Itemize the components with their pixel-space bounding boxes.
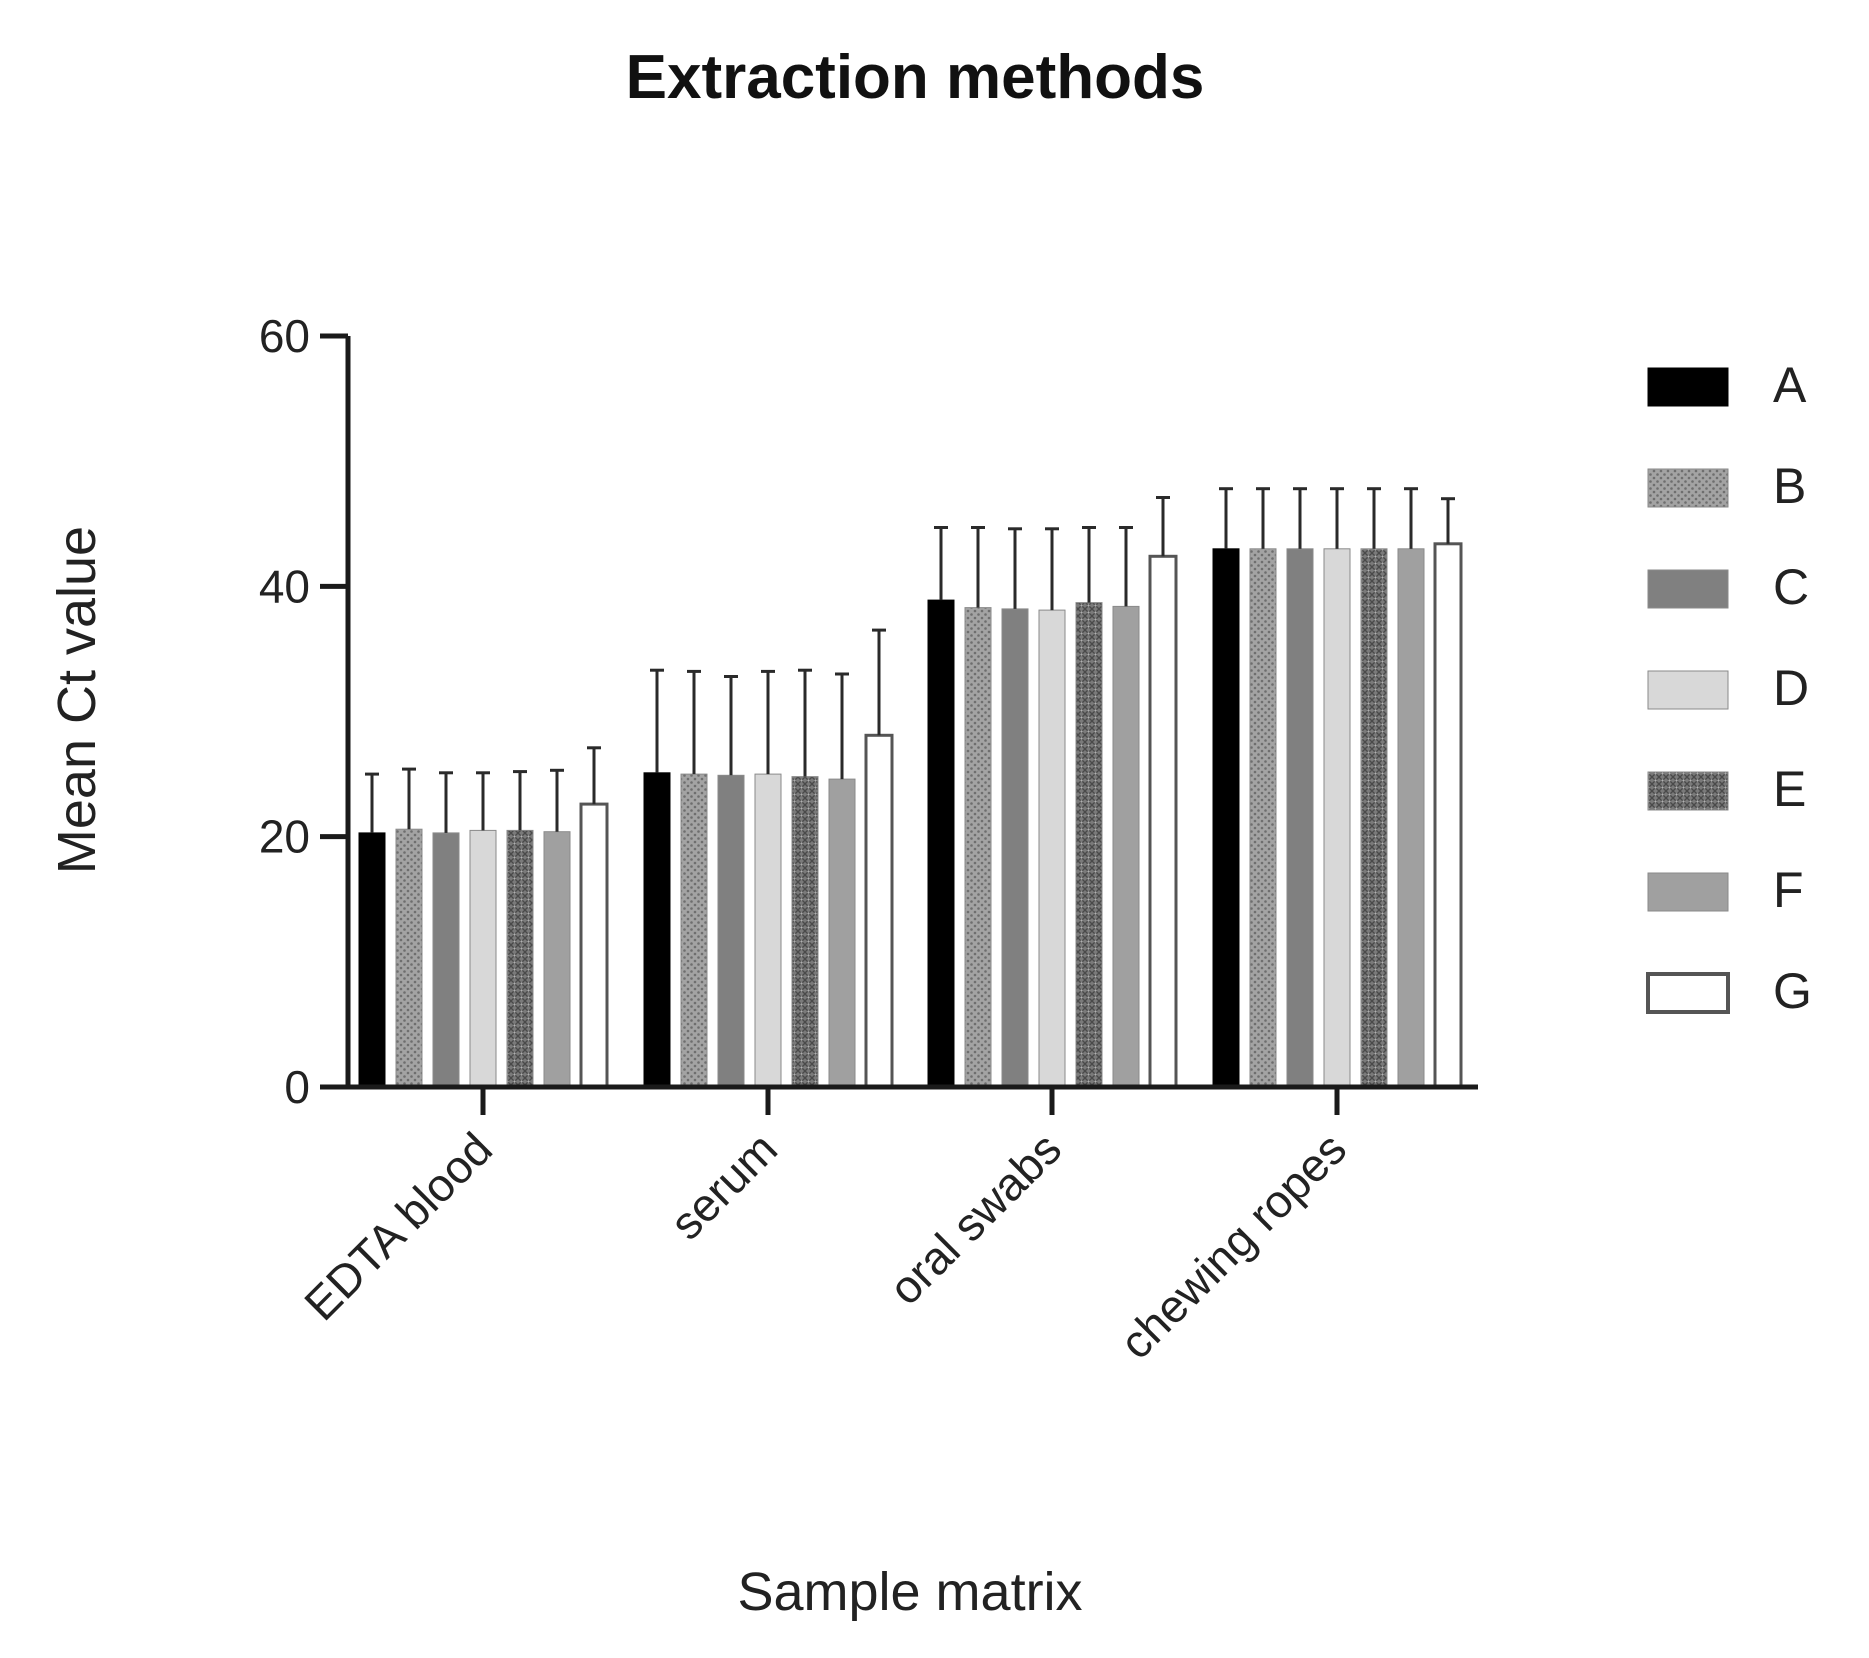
bar-e-1 (791, 776, 819, 1088)
y-tick-label-40: 40 (259, 560, 310, 612)
chart-title: Extraction methods (626, 43, 1205, 112)
bar-f-2 (1112, 605, 1140, 1088)
x-tick-label: chewing ropes (1110, 1122, 1357, 1369)
bar-a-2 (927, 599, 955, 1088)
bar-g-3 (1433, 542, 1463, 1089)
bars-layer (358, 542, 1463, 1089)
bar-a-0 (358, 832, 386, 1088)
legend-item-b: B (1647, 458, 1806, 514)
legend-item-g: G (1646, 963, 1812, 1019)
bar-e-0 (506, 829, 534, 1088)
bar-e-3 (1360, 548, 1388, 1088)
bar-e-2 (1075, 602, 1103, 1088)
legend-item-c: C (1647, 559, 1809, 615)
bar-b-2 (964, 607, 992, 1088)
bar-b-3 (1249, 548, 1277, 1088)
bar-f-0 (543, 831, 571, 1088)
bar-c-1 (717, 774, 745, 1088)
legend-item-e: E (1647, 761, 1806, 817)
y-tick-label-60: 60 (259, 310, 310, 362)
bar-d-0 (469, 829, 497, 1088)
bar-f-3 (1397, 548, 1425, 1088)
x-tick-label: serum (660, 1122, 787, 1249)
legend-swatch-f (1647, 872, 1729, 912)
bar-b-0 (395, 828, 423, 1088)
bar-f-1 (828, 778, 856, 1088)
legend-label-b: B (1773, 458, 1806, 514)
bar-c-0 (432, 832, 460, 1088)
legend-item-d: D (1647, 660, 1809, 716)
bar-d-2 (1038, 609, 1066, 1088)
y-axis-label: Mean Ct value (47, 526, 107, 874)
legend-swatch-b (1647, 468, 1729, 508)
bar-d-3 (1323, 548, 1351, 1088)
bar-b-1 (680, 773, 708, 1088)
legend-label-f: F (1773, 862, 1804, 918)
x-axis-label: Sample matrix (737, 1562, 1082, 1622)
bar-g-0 (579, 802, 609, 1089)
legend-item-f: F (1647, 862, 1804, 918)
legend-item-a: A (1647, 357, 1807, 413)
legend-swatch-d (1647, 670, 1729, 710)
legend-swatch-g (1646, 972, 1730, 1014)
bar-c-3 (1286, 548, 1314, 1088)
error-bars-layer (365, 487, 1455, 833)
legend-swatch-c (1647, 569, 1729, 609)
bar-a-1 (643, 772, 671, 1088)
bar-c-2 (1001, 608, 1029, 1088)
bar-d-1 (754, 773, 782, 1088)
bar-g-2 (1148, 554, 1178, 1089)
legend-label-a: A (1773, 357, 1807, 413)
legend-label-g: G (1773, 963, 1812, 1019)
bar-a-3 (1212, 548, 1240, 1088)
legend-swatch-e (1647, 771, 1729, 811)
legend-label-e: E (1773, 761, 1806, 817)
legend-label-c: C (1773, 559, 1809, 615)
x-tick-label: oral swabs (879, 1122, 1071, 1314)
legend-label-d: D (1773, 660, 1809, 716)
y-tick-label-20: 20 (259, 811, 310, 863)
legend-swatch-a (1647, 367, 1729, 407)
bar-g-1 (864, 733, 894, 1089)
x-tick-label: EDTA blood (294, 1122, 502, 1330)
y-tick-label-0: 0 (284, 1061, 310, 1113)
